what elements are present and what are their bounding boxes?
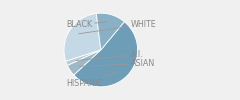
Text: WHITE: WHITE <box>79 20 156 34</box>
Wedge shape <box>66 50 101 66</box>
Text: ASIAN: ASIAN <box>79 59 155 68</box>
Wedge shape <box>67 50 101 75</box>
Wedge shape <box>74 22 138 87</box>
Wedge shape <box>96 13 124 50</box>
Text: A.I.: A.I. <box>76 50 143 60</box>
Wedge shape <box>64 14 101 61</box>
Text: BLACK: BLACK <box>66 20 106 29</box>
Text: HISPANIC: HISPANIC <box>66 71 120 88</box>
